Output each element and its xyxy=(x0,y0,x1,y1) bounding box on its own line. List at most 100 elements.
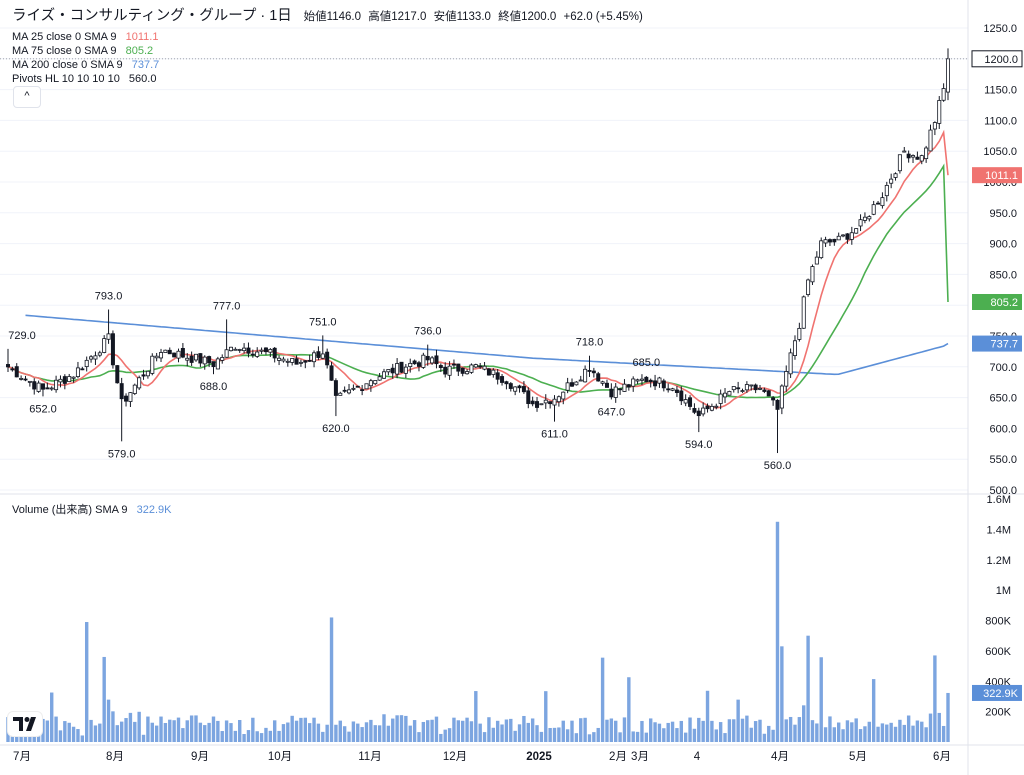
volume-tick-label: 800K xyxy=(985,616,1011,628)
candle-body xyxy=(207,356,212,364)
indicator-ma75[interactable]: MA 75 close 0 SMA 9 805.2 xyxy=(12,44,647,58)
volume-tick-label: 1.2M xyxy=(987,555,1011,567)
volume-bar xyxy=(727,719,732,742)
volume-label: Volume (出来高) SMA 9 xyxy=(12,504,128,516)
candle-body xyxy=(67,376,72,382)
volume-bar xyxy=(893,726,898,742)
volume-bar xyxy=(80,735,85,742)
volume-bar xyxy=(618,732,622,742)
volume-bar xyxy=(946,692,950,742)
indicator-pivots[interactable]: Pivots HL 10 10 10 10 560.0 xyxy=(12,72,647,86)
time-tick-label: 7月 xyxy=(13,751,31,763)
candle-body xyxy=(897,154,902,172)
candle-body xyxy=(202,356,207,365)
candle-body xyxy=(45,387,50,390)
collapse-legend-button[interactable]: ^ xyxy=(13,86,41,108)
candle-body xyxy=(285,360,290,363)
indicator-ma25[interactable]: MA 25 close 0 SMA 9 1011.1 xyxy=(12,30,647,44)
candle-body xyxy=(823,239,828,244)
volume-bar xyxy=(426,720,430,742)
candle-body xyxy=(570,382,575,387)
candle-body xyxy=(596,373,601,382)
volume-bar xyxy=(268,730,273,742)
candle-body xyxy=(32,381,37,390)
high-value: 高値1217.0 xyxy=(368,11,427,23)
volume-legend[interactable]: Volume (出来高) SMA 9 322.9K xyxy=(12,501,171,517)
indicator-ma200[interactable]: MA 200 close 0 SMA 9 737.7 xyxy=(12,58,647,72)
time-tick-label: 4月 xyxy=(771,751,789,763)
volume-bar xyxy=(356,723,360,742)
volume-bar xyxy=(920,721,924,742)
volume-bar xyxy=(238,719,242,742)
symbol-title[interactable]: ライズ・コンサルティング・グループ · 1日 xyxy=(12,8,292,24)
indicator-label: MA 25 close 0 SMA 9 xyxy=(12,31,117,43)
candle-body xyxy=(513,386,518,392)
candle-body xyxy=(653,380,658,387)
volume-bar xyxy=(504,719,509,742)
candle-body xyxy=(84,359,89,368)
candle-body xyxy=(438,365,443,369)
candle-body xyxy=(54,379,59,391)
volume-bar xyxy=(163,722,168,742)
candle-body xyxy=(89,356,94,360)
volume-bar xyxy=(937,712,941,742)
time-tick-label: 9月 xyxy=(191,751,209,763)
volume-bar xyxy=(570,720,574,742)
price-tick-label: 700.0 xyxy=(989,362,1017,374)
volume-bar xyxy=(565,729,570,742)
volume-bar xyxy=(189,715,194,742)
volume-bar xyxy=(259,733,264,742)
candle-body xyxy=(465,371,470,375)
candle-body xyxy=(27,380,32,383)
symbol-header[interactable]: ライズ・コンサルティング・グループ · 1日 始値1146.0 高値1217.0… xyxy=(12,6,647,26)
volume-bar xyxy=(28,732,32,742)
volume-bar xyxy=(211,716,216,742)
candle-body xyxy=(924,147,929,160)
volume-bar xyxy=(740,718,745,742)
price-axis[interactable]: 1250.01200.01150.01100.01050.01000.0950.… xyxy=(983,23,1017,497)
time-tick-label: 5月 xyxy=(849,751,867,763)
candle-body xyxy=(941,88,946,101)
indicator-value: 805.2 xyxy=(125,45,154,57)
pivot-label: 594.0 xyxy=(685,439,713,451)
time-axis[interactable]: 7月 8月 9月 10月 11月 12月 2025 2月 3月 4 4月 5月 6月 xyxy=(13,751,951,763)
ma-price-label: 1011.1 xyxy=(985,170,1018,182)
candle-body xyxy=(609,388,614,398)
candle-body xyxy=(727,391,732,396)
candle-body xyxy=(753,384,758,391)
volume-bar xyxy=(67,722,71,742)
candle-body xyxy=(368,380,373,387)
volume-bar xyxy=(417,732,421,742)
price-tick-label: 600.0 xyxy=(989,423,1017,435)
indicator-label: MA 200 close 0 SMA 9 xyxy=(12,59,123,71)
candle-body xyxy=(416,362,421,367)
volume-bar xyxy=(574,733,579,742)
candle-body xyxy=(946,58,951,93)
volume-bar xyxy=(63,721,67,742)
volume-bar xyxy=(701,720,705,742)
tradingview-logo-icon[interactable] xyxy=(8,712,42,736)
volume-bar xyxy=(395,715,399,742)
candle-body xyxy=(185,357,190,361)
volume-bar xyxy=(194,715,198,742)
candle-body xyxy=(255,351,260,357)
candle-body xyxy=(788,352,793,375)
candle-body xyxy=(119,383,124,400)
volume-bar xyxy=(548,727,552,742)
volume-bar xyxy=(627,677,631,742)
volume-bar xyxy=(469,721,474,742)
candle-body xyxy=(97,352,102,356)
volume-bar xyxy=(272,720,277,742)
volume-bar xyxy=(338,720,342,742)
candle-body xyxy=(132,384,137,394)
price-tick-label: 950.0 xyxy=(989,208,1017,220)
candle-body xyxy=(491,369,496,375)
pivot-label: 718.0 xyxy=(576,337,604,349)
candle-body xyxy=(626,384,631,388)
volume-bar xyxy=(482,732,487,742)
candle-body xyxy=(871,204,876,215)
candle-body xyxy=(504,381,509,385)
volume-bar xyxy=(229,723,233,742)
